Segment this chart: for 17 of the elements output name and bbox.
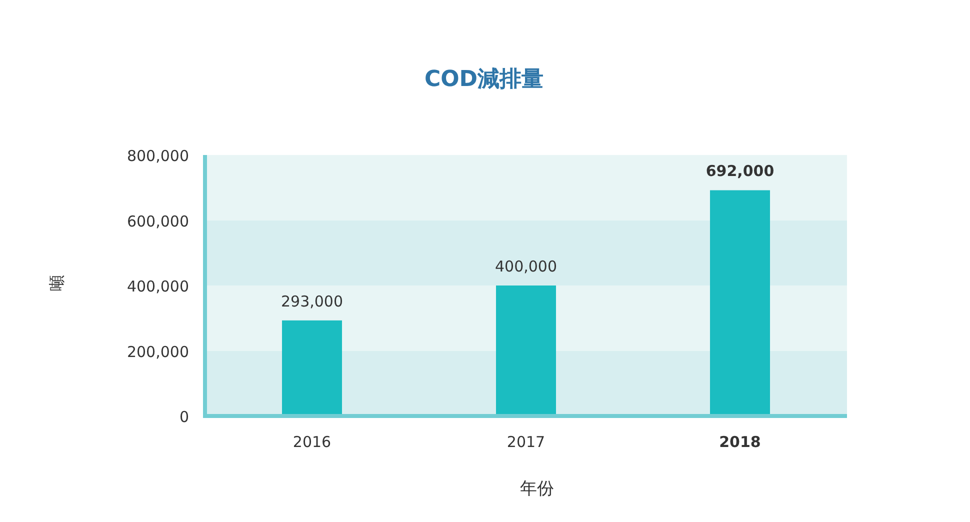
bar: [710, 190, 770, 416]
y-tick-label: 400,000: [126, 278, 189, 296]
y-axis-title: 噸: [47, 275, 66, 291]
y-tick-label: 800,000: [126, 147, 189, 165]
data-label: 400,000: [494, 258, 558, 276]
x-tick-label: 2017: [506, 433, 546, 451]
chart-title: COD減排量: [424, 67, 544, 92]
data-label: 293,000: [280, 292, 344, 310]
y-tick-label: 200,000: [126, 342, 189, 361]
bar: [282, 320, 342, 416]
x-tick-label: 2018: [719, 433, 761, 451]
x-tick-label: 2016: [292, 433, 332, 451]
y-tick-label: 600,000: [126, 212, 189, 230]
y-tick-label: 0: [179, 408, 189, 426]
data-label: 692,000: [706, 162, 774, 180]
bar: [496, 286, 556, 416]
x-axis-title: 年份: [520, 479, 554, 499]
